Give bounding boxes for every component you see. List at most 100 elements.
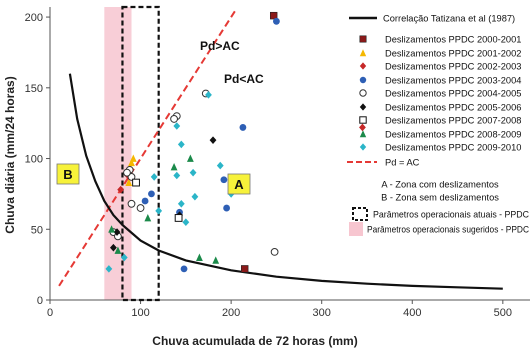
legend-swatch-band-suggested xyxy=(349,222,363,236)
data-points xyxy=(105,11,366,273)
data-point-s2 xyxy=(117,185,125,194)
data-point-s0 xyxy=(241,265,249,273)
data-point-s7 xyxy=(186,154,194,162)
data-point-s8 xyxy=(150,173,158,181)
data-point-s8 xyxy=(216,161,224,170)
legend-label-boxBlack: Parâmetros operacionais atuais - PPDC xyxy=(373,210,529,220)
reference-lines xyxy=(58,5,503,302)
annotation-pd-lt-ac: Pd<AC xyxy=(224,72,264,86)
legend-label-s4: Deslizamentos PPDC 2004-2005 xyxy=(385,89,521,99)
data-point-s1 xyxy=(129,154,137,162)
data-point-s7 xyxy=(196,253,203,261)
legend-swatch-box-current xyxy=(352,207,368,221)
data-point-s4 xyxy=(136,204,145,212)
data-point-s8 xyxy=(105,265,113,273)
data-point-s8 xyxy=(177,140,185,149)
legend-label-s1: Deslizamentos PPDC 2001-2002 xyxy=(385,49,521,59)
y-tick-label: 0 xyxy=(37,295,43,307)
data-point-s8 xyxy=(120,253,128,262)
legend-swatch-s6 xyxy=(359,116,367,124)
y-tick-label: 150 xyxy=(25,83,43,95)
data-point-s8 xyxy=(177,200,185,208)
data-point-s8 xyxy=(155,207,163,215)
zone-b-box xyxy=(56,163,80,185)
data-point-s3 xyxy=(223,204,231,212)
data-point-s7 xyxy=(212,256,220,264)
data-point-s4 xyxy=(170,115,178,123)
data-point-s8 xyxy=(182,218,190,226)
suggested-params-band xyxy=(104,7,132,300)
data-point-s4 xyxy=(270,248,279,256)
tatizana-curve xyxy=(68,73,503,290)
x-tick-label: 400 xyxy=(403,307,421,319)
x-tick-label: 300 xyxy=(313,307,331,319)
y-tick-label: 100 xyxy=(25,154,43,166)
axes: 0 100 200 300 400 500 0 50 100 150 200 xyxy=(25,7,530,319)
parameter-regions xyxy=(104,7,132,300)
x-tick-label: 100 xyxy=(131,307,149,319)
data-point-s7 xyxy=(170,163,178,171)
x-axis-label: Chuva acumulada de 72 horas (mm) xyxy=(152,334,357,348)
x-tick-label: 0 xyxy=(47,307,53,319)
legend-swatch-s0 xyxy=(359,35,367,43)
legend-swatch-s4 xyxy=(359,89,367,97)
data-point-s4 xyxy=(123,168,131,177)
y-tick-label: 50 xyxy=(31,224,43,236)
legend-label-boxPink: Parâmetros operacionais sugeridos - PPDC xyxy=(367,225,529,235)
data-point-s8 xyxy=(205,91,212,99)
x-tick-label: 200 xyxy=(222,307,240,319)
data-point-s7 xyxy=(144,213,152,222)
annotation-pd-gt-ac: Pd>AC xyxy=(200,39,240,53)
zone-b-label: B xyxy=(63,167,72,182)
x-tick-label: 500 xyxy=(494,307,512,319)
data-point-s8 xyxy=(191,192,199,201)
data-point-s2 xyxy=(359,123,366,132)
data-point-s8 xyxy=(173,122,181,130)
legend-label-s0: Deslizamentos PPDC 2000-2001 xyxy=(385,35,521,45)
data-point-s7 xyxy=(108,225,115,233)
legend: Correlação Tatizana et al (1987) Deslizam… xyxy=(347,14,529,236)
data-point-s4 xyxy=(127,199,136,208)
legend-swatch-s3 xyxy=(359,76,367,84)
data-point-s3 xyxy=(239,124,247,131)
data-point-s3 xyxy=(273,17,280,25)
data-point-s3 xyxy=(141,197,149,205)
data-point-s3 xyxy=(148,190,155,198)
current-params-box xyxy=(121,5,160,302)
legend-swatch-s5 xyxy=(359,103,367,111)
data-point-s6 xyxy=(132,178,140,187)
legend-swatch-s8 xyxy=(359,143,367,151)
y-tick-label: 200 xyxy=(25,12,43,24)
data-point-s7 xyxy=(114,246,122,254)
data-point-s5 xyxy=(113,228,121,236)
legend-label-s2: Deslizamentos PPDC 2002-2003 xyxy=(385,62,521,72)
data-point-s1 xyxy=(128,158,135,167)
legend-label-curve: Correlação Tatizana et al (1987) xyxy=(383,14,515,24)
data-point-s8 xyxy=(173,171,181,180)
data-point-s5 xyxy=(209,136,217,144)
zone-a-box xyxy=(227,173,251,195)
data-point-s3 xyxy=(180,265,188,273)
legend-label-textB: B - Zona sem deslizamentos xyxy=(381,193,499,203)
data-point-s3 xyxy=(220,176,228,184)
legend-swatch-s7 xyxy=(359,130,367,138)
data-point-s8 xyxy=(189,168,197,177)
legend-swatch-s2 xyxy=(359,62,367,70)
data-point-s6 xyxy=(174,214,183,222)
annotations: Pd>AC Pd<AC A B xyxy=(56,39,264,195)
legend-label-s8: Deslizamentos PPDC 2009-2010 xyxy=(385,143,521,153)
legend-label-s5: Deslizamentos PPDC 2005-2006 xyxy=(385,103,521,113)
legend-label-s3: Deslizamentos PPDC 2003-2004 xyxy=(385,76,521,86)
legend-swatch-s1 xyxy=(359,49,367,57)
legend-label-s7: Deslizamentos PPDC 2008-2009 xyxy=(385,130,521,140)
legend-label-textA: A - Zona com deslizamentos xyxy=(381,180,499,190)
y-axis-label: Chuva diária (mm/24 horas) xyxy=(3,76,17,233)
data-point-s1 xyxy=(125,178,133,186)
data-point-s0 xyxy=(269,11,278,20)
legend-label-s6: Deslizamentos PPDC 2007-2008 xyxy=(385,116,521,126)
zone-a-label: A xyxy=(234,177,244,192)
legend-label-line: Pd = AC xyxy=(385,158,420,168)
data-point-s5 xyxy=(109,243,117,252)
